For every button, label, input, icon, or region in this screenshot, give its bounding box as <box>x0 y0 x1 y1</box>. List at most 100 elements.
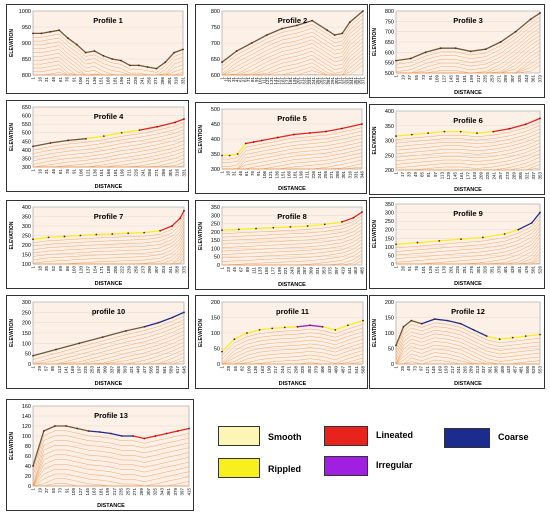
y-tick-label: 950 <box>22 25 31 31</box>
x-tick-label: 205 <box>113 266 118 274</box>
x-tick-label: 136 <box>253 366 258 374</box>
y-tick-label: 100 <box>211 246 220 252</box>
x-tick-label: 120 <box>79 266 84 274</box>
x-tick-label: 301 <box>476 266 481 274</box>
profile-point <box>32 354 34 357</box>
offset-line <box>395 142 541 162</box>
profile-point <box>111 58 114 60</box>
legend-label-irregular: Irregular <box>376 460 413 470</box>
x-tick-label: 481 <box>519 366 524 374</box>
profile-chart-5: 300 350 400 450 500 1 16 31 46 61 76 91 106 121 136 151… <box>198 107 365 192</box>
x-tick-label: 301 <box>334 77 339 85</box>
profile-segment-smooth <box>33 29 184 70</box>
profile-point <box>439 47 442 50</box>
profile-segment-rippled <box>221 221 343 231</box>
x-tick-label: 181 <box>113 169 118 177</box>
x-tick-label: 55 <box>414 75 419 81</box>
offset-line <box>33 326 185 365</box>
y-tick-label: 100 <box>385 245 394 251</box>
x-tick-label: 193 <box>472 172 477 180</box>
profile-point <box>402 325 405 328</box>
x-tick-label: 1 <box>394 75 399 78</box>
x-tick-label: 290 <box>147 266 152 274</box>
y-tick-label: 350 <box>22 215 31 221</box>
offset-line <box>32 136 185 165</box>
offset-line <box>32 430 190 471</box>
profile-point <box>341 221 343 223</box>
profile-point <box>252 141 255 143</box>
profile-point <box>352 216 355 219</box>
legend-label-smooth: Smooth <box>268 432 302 442</box>
x-tick-label: 163 <box>260 366 265 374</box>
x-tick-label: 33 <box>407 172 412 178</box>
profile-point <box>281 27 283 30</box>
profile-point <box>188 427 190 430</box>
profile-point <box>395 59 397 62</box>
x-tick-label: 190 <box>267 366 272 374</box>
profile-segment-rippled <box>222 143 247 157</box>
x-tick-label: 151 <box>435 266 440 274</box>
offset-line <box>32 214 185 243</box>
x-tick-label: 211 <box>127 169 132 177</box>
y-tick-label: 350 <box>385 124 394 130</box>
y-tick-label: 150 <box>385 236 394 242</box>
offset-line <box>395 125 541 144</box>
x-tick-label: 298 <box>293 366 298 374</box>
x-tick-label: 61 <box>242 77 247 83</box>
x-tick-label: 91 <box>428 75 433 81</box>
offset-line <box>221 331 364 363</box>
x-tick-label: 91 <box>254 77 259 83</box>
profile-point <box>498 338 501 341</box>
x-tick-label: 379 <box>314 366 319 374</box>
x-tick-label: 505 <box>525 366 530 374</box>
x-tick-label: 196 <box>299 171 304 179</box>
offset-line <box>221 225 363 245</box>
offset-line <box>32 217 185 247</box>
x-tick-label: 85 <box>50 366 55 372</box>
x-tick-label: 1 <box>220 77 225 80</box>
y-tick-label: 0 <box>217 362 220 368</box>
x-tick-label: 136 <box>274 171 279 179</box>
x-tick-label: 321 <box>524 172 529 180</box>
y-axis-label: ELEVATION <box>9 432 15 460</box>
x-tick-label: 199 <box>105 488 110 496</box>
x-tick-label: 1 <box>220 171 225 174</box>
x-tick-label: 487 <box>340 366 345 374</box>
x-tick-label: 301 <box>341 171 346 179</box>
profile-point <box>446 319 449 322</box>
y-tick-label: 900 <box>22 41 31 47</box>
x-tick-label: 16 <box>37 169 42 175</box>
y-tick-label: 0 <box>28 362 31 368</box>
offset-line <box>32 459 190 487</box>
chart-title: Profile 3 <box>453 16 483 25</box>
offset-line <box>221 335 364 365</box>
offset-line <box>32 468 190 487</box>
offset-line <box>32 125 185 154</box>
x-tick-label: 256 <box>134 266 139 274</box>
legend-swatch-lineated <box>324 426 368 446</box>
offset-line <box>32 227 185 257</box>
x-tick-label: 193 <box>444 366 449 374</box>
x-tick-label: 379 <box>173 488 178 496</box>
x-tick-label: 281 <box>96 366 101 374</box>
offset-line <box>221 338 364 365</box>
x-tick-label: 1 <box>220 366 225 369</box>
x-tick-label: 271 <box>322 77 327 85</box>
profile-point <box>460 238 462 241</box>
x-tick-label: 199 <box>469 75 474 83</box>
y-tick-label: 500 <box>211 107 220 113</box>
x-tick-label: 151 <box>99 169 104 177</box>
x-tick-label: 289 <box>469 366 474 374</box>
x-axis-label: DISTANCE <box>97 503 125 509</box>
x-tick-label: 101 <box>421 266 426 274</box>
x-tick-label: 71 <box>246 77 251 83</box>
x-tick-label: 171 <box>284 77 289 85</box>
profile-panel-8: 0 50 100 150 200 250 300 350 1 23 45 67 89 111 133 155 1… <box>195 200 367 290</box>
profile-point <box>102 135 105 138</box>
profile-point <box>334 329 337 331</box>
legend-label-rippled: Rippled <box>268 464 301 474</box>
profile-point <box>49 142 52 144</box>
offset-line <box>221 327 364 360</box>
y-tick-label: 120 <box>22 424 31 430</box>
profile-point <box>235 50 238 52</box>
